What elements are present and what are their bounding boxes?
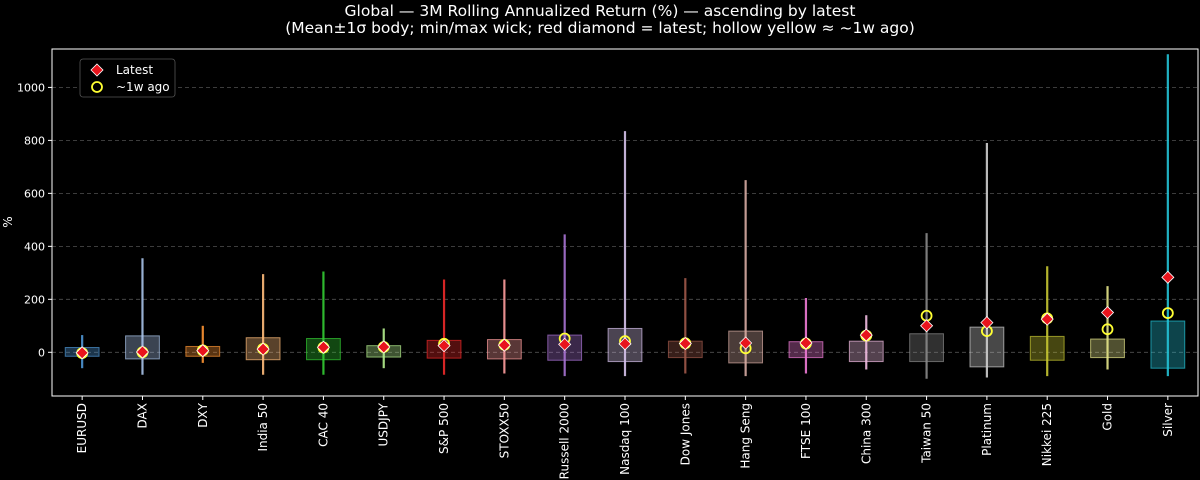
y-tick-label: 800 (24, 134, 45, 147)
series-dow-jones (667, 278, 703, 374)
x-tick-label: Gold (1101, 403, 1115, 431)
x-tick-label: China 300 (859, 403, 873, 464)
y-tick-label: 1000 (17, 81, 45, 94)
latest-marker (377, 340, 391, 354)
series-hang-seng (728, 180, 764, 377)
x-tick-label: FTSE 100 (799, 403, 813, 459)
sigma-body (1150, 320, 1186, 369)
chart-title: Global — 3M Rolling Annualized Return (%… (344, 2, 856, 20)
latest-marker (980, 316, 994, 330)
y-tick-label: 600 (24, 187, 45, 200)
x-tick-label: CAC 40 (316, 403, 330, 447)
x-tick-label: Dow Jones (678, 403, 692, 465)
y-tick-label: 400 (24, 240, 45, 253)
series-india-50 (245, 274, 281, 375)
latest-marker (558, 337, 572, 351)
series-nasdaq-100 (607, 131, 643, 377)
latest-marker (497, 338, 511, 352)
series-ftse-100 (788, 297, 824, 374)
legend: Latest ~1w ago (79, 58, 176, 98)
x-tick-label: Hang Seng (739, 403, 753, 469)
x-tick-label: S&P 500 (437, 403, 451, 454)
x-tick-label: DXY (196, 402, 210, 427)
x-tick-label: USDJPY (377, 402, 391, 446)
x-tick-label: India 50 (256, 403, 270, 452)
week-ago-marker (1101, 323, 1114, 336)
series-eurusd (64, 335, 100, 369)
sigma-body (848, 340, 884, 363)
legend-latest-label: Latest (116, 63, 153, 77)
latest-marker (75, 346, 89, 360)
gridlines (52, 87, 1198, 353)
latest-marker (1161, 270, 1175, 284)
latest-marker (196, 344, 210, 358)
latest-marker (678, 336, 692, 351)
series-silver (1150, 54, 1186, 377)
series-china-300 (848, 315, 884, 370)
series-usdjpy (366, 328, 402, 369)
x-tick-label: Nikkei 225 (1040, 403, 1054, 466)
x-tick-label: Russell 2000 (558, 403, 572, 479)
latest-marker (1040, 312, 1054, 326)
legend-box (79, 58, 176, 98)
series-taiwan-50 (909, 233, 944, 379)
x-tick-label: DAX (135, 403, 149, 428)
latest-marker (135, 345, 150, 359)
series-gold (1090, 286, 1125, 370)
legend-week-ago-marker (91, 81, 103, 93)
sigma-body (909, 333, 944, 363)
latest-marker (739, 336, 753, 350)
x-tick-label: Platinum (980, 403, 994, 456)
legend-week-ago-label: ~1w ago (116, 80, 170, 94)
x-tick-label: Nasdaq 100 (618, 403, 632, 475)
series-stoxx50 (486, 279, 522, 374)
x-tick-label: STOXX50 (497, 403, 511, 458)
x-tick-label: Taiwan 50 (920, 403, 934, 464)
x-tick-label: EURUSD (75, 403, 89, 453)
series-dax (125, 258, 160, 375)
x-tick-label: Silver (1161, 403, 1175, 437)
sigma-body (1029, 335, 1065, 361)
axes: 0 200 400 600 800 1000 EURUSD DAX DXY India 50 CAC… (17, 81, 1175, 479)
series-cac-40 (306, 271, 341, 375)
data-series (64, 54, 1186, 379)
series-dxy (185, 325, 221, 363)
week-ago-marker (1161, 307, 1174, 319)
latest-marker (437, 339, 451, 353)
sigma-body (1090, 338, 1125, 359)
latest-marker (799, 336, 813, 350)
legend-latest-marker (90, 63, 104, 77)
chart-subtitle: (Mean±1σ body; min/max wick; red diamond… (285, 19, 915, 37)
series-nikkei-225 (1029, 266, 1065, 377)
series-russell-2000 (547, 234, 583, 377)
y-tick-label: 0 (38, 346, 45, 359)
latest-marker (1100, 305, 1115, 320)
latest-marker (256, 342, 270, 356)
series-platinum (969, 143, 1005, 378)
latest-marker (618, 337, 632, 351)
sigma-body (969, 326, 1005, 368)
y-axis-label: % (1, 216, 15, 227)
y-tick-label: 200 (24, 293, 45, 306)
latest-marker (316, 340, 330, 354)
series-s-p-500 (426, 279, 462, 375)
latest-marker (859, 328, 873, 342)
latest-marker (920, 319, 934, 333)
